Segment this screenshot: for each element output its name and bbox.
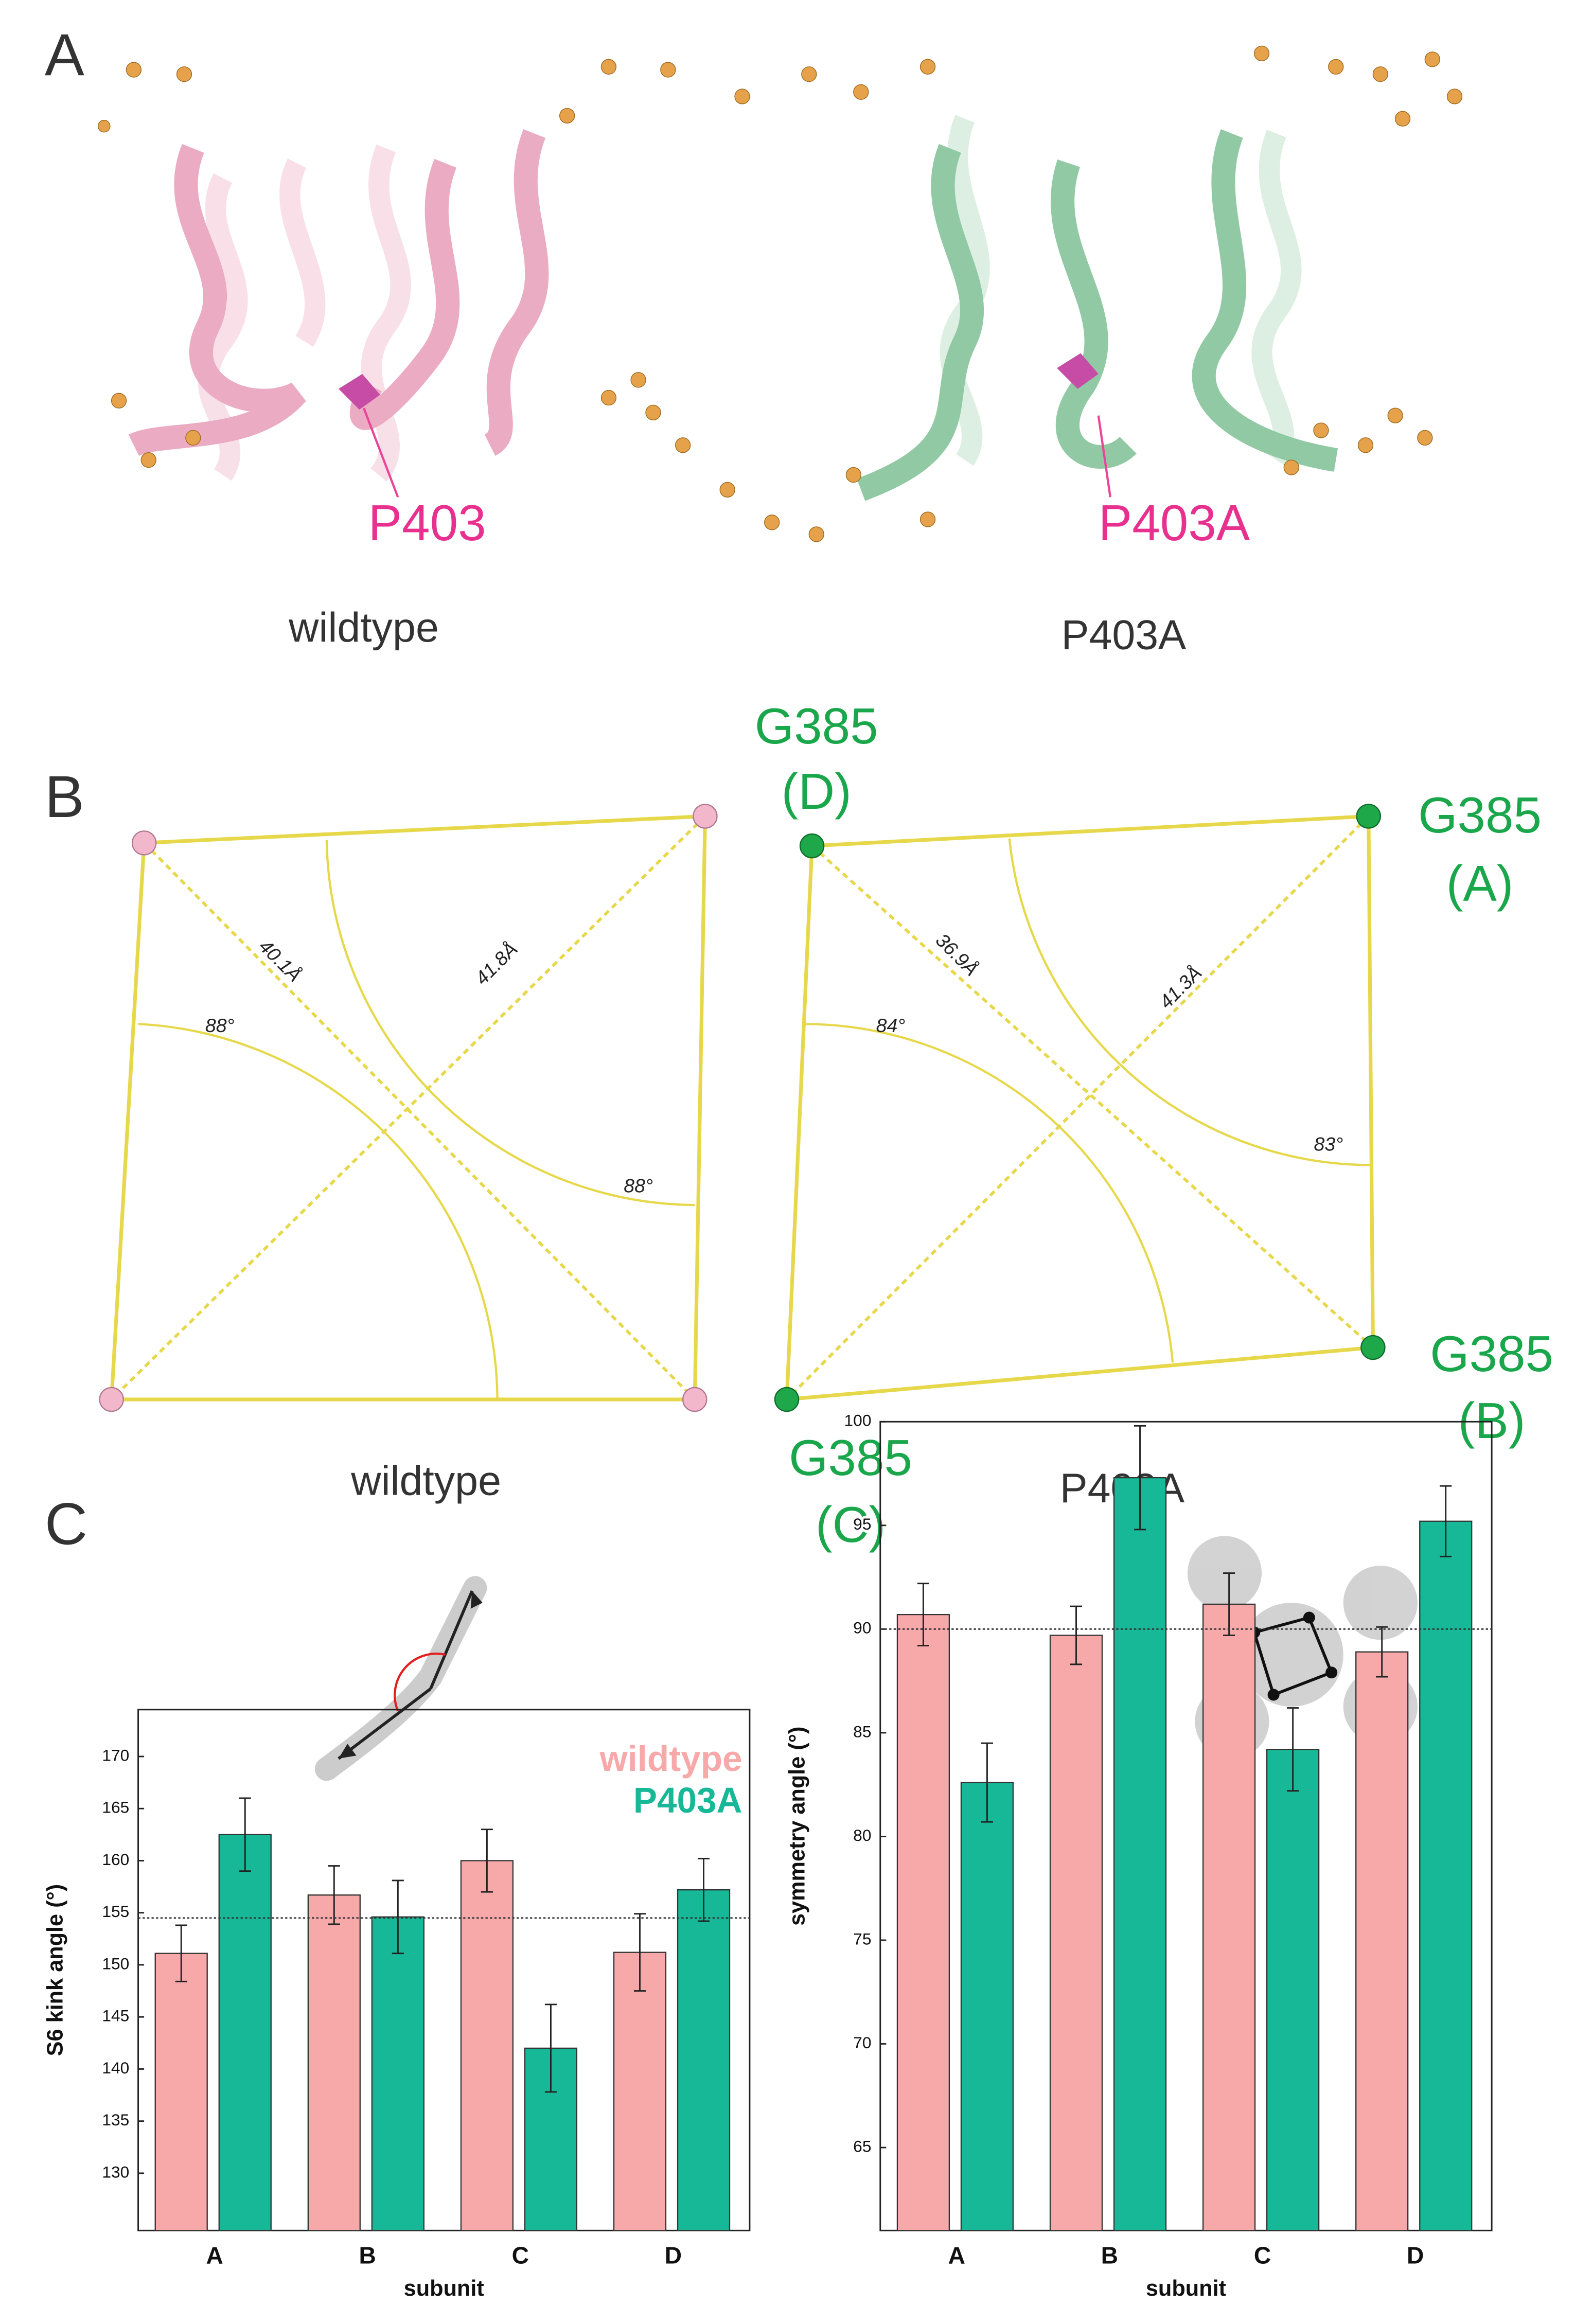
mut-structure — [857, 115, 1338, 501]
error-bar — [481, 1829, 493, 1893]
y-tick-label: 75 — [853, 1929, 871, 1948]
bar — [613, 1952, 667, 2231]
error-bar — [633, 1913, 646, 1992]
residue-label: (C) — [816, 1496, 886, 1553]
y-tick-label: 100 — [844, 1411, 872, 1430]
y-axis-label: S6 kink angle (°) — [43, 1884, 67, 2056]
y-tick-label: 95 — [853, 1515, 871, 1533]
error-bar — [328, 1865, 340, 1925]
error-bar — [1223, 1572, 1235, 1636]
error-bar — [1070, 1605, 1083, 1665]
bar — [677, 1889, 731, 2231]
measure: 41.8Å — [471, 938, 522, 989]
error-bar — [697, 1857, 710, 1922]
bar — [896, 1613, 950, 2231]
residue-label: (A) — [1446, 855, 1514, 912]
measure: 83° — [1314, 1133, 1343, 1155]
legend-entry: P403A — [633, 1780, 742, 1820]
y-tick-label: 130 — [102, 2162, 129, 2181]
residue-label: G385 — [755, 698, 878, 754]
x-tick-label: C — [512, 2242, 529, 2268]
measure: 88° — [624, 1175, 653, 1196]
y-tick-label: 65 — [853, 2137, 871, 2155]
residue-label: P403 — [368, 494, 486, 551]
panel-letter: C — [45, 1491, 87, 1557]
measure: 84° — [876, 1015, 906, 1036]
plot-frame — [879, 1421, 1493, 2231]
error-bar — [917, 1583, 929, 1647]
x-axis-label: subunit — [1146, 2276, 1226, 2301]
x-tick-label: A — [206, 2242, 223, 2268]
bar — [960, 1782, 1014, 2231]
x-tick-label: A — [948, 2242, 965, 2268]
residue-label: G385 — [1430, 1325, 1553, 1382]
x-tick-label: D — [1407, 2242, 1424, 2268]
kink-inset — [314, 1576, 487, 1781]
error-bar — [1287, 1707, 1299, 1792]
plot-frame — [137, 1709, 751, 2231]
y-axis-label: symmetry angle (°) — [785, 1727, 810, 1926]
error-bar — [239, 1797, 251, 1872]
bar — [460, 1860, 514, 2231]
bar — [1113, 1477, 1167, 2231]
residue-label: (D) — [782, 763, 852, 820]
error-bar — [981, 1742, 993, 1823]
x-tick-label: C — [1254, 2242, 1271, 2268]
bar — [371, 1916, 424, 2231]
x-tick-label: D — [665, 2242, 682, 2268]
y-tick-label: 170 — [102, 1746, 129, 1764]
legend-entry: wildtype — [599, 1738, 742, 1779]
y-tick-label: 135 — [102, 2110, 129, 2129]
caption: wildtype — [350, 1458, 501, 1504]
y-tick-label: 80 — [853, 1826, 871, 1844]
caption: wildtype — [288, 605, 439, 651]
lipid-spheres — [97, 45, 1463, 542]
y-tick-label: 70 — [853, 2033, 871, 2052]
bar — [307, 1894, 361, 2231]
y-tick-label: 160 — [102, 1850, 129, 1869]
x-tick-label: B — [1101, 2242, 1118, 2268]
measure: 88° — [205, 1015, 235, 1036]
y-tick-label: 165 — [102, 1798, 129, 1817]
residue-label: G385 — [789, 1429, 912, 1486]
y-tick-label: 90 — [853, 1619, 871, 1637]
panel-letter: B — [45, 764, 84, 830]
x-axis-label: subunit — [404, 2276, 484, 2301]
y-tick-label: 145 — [102, 2007, 129, 2025]
error-bar — [1376, 1626, 1388, 1678]
bar — [154, 1953, 208, 2231]
bar — [1266, 1748, 1320, 2231]
residue-label: G385 — [1418, 787, 1542, 843]
wt-structure — [128, 129, 549, 498]
y-tick-label: 140 — [102, 2059, 129, 2077]
x-tick-label: B — [359, 2242, 376, 2268]
panel-letter: A — [45, 22, 84, 88]
bar — [1419, 1520, 1473, 2231]
y-tick-label: 150 — [102, 1954, 129, 1973]
measure: 36.9Å — [932, 929, 983, 980]
bar — [1355, 1651, 1409, 2231]
caption: P403A — [1061, 612, 1187, 659]
error-bar — [1134, 1425, 1146, 1531]
error-bar — [175, 1924, 187, 1982]
y-tick-label: 155 — [102, 1902, 129, 1921]
residue-label: P403A — [1099, 494, 1250, 551]
error-bar — [392, 1879, 404, 1955]
bar — [1049, 1635, 1103, 2231]
y-tick-label: 85 — [853, 1722, 871, 1741]
wt-square — [99, 804, 718, 1412]
bar — [218, 1834, 272, 2231]
error-bar — [544, 2003, 557, 2093]
error-bar — [1440, 1485, 1452, 1557]
mut-square — [774, 804, 1386, 1412]
bar — [1202, 1603, 1256, 2231]
